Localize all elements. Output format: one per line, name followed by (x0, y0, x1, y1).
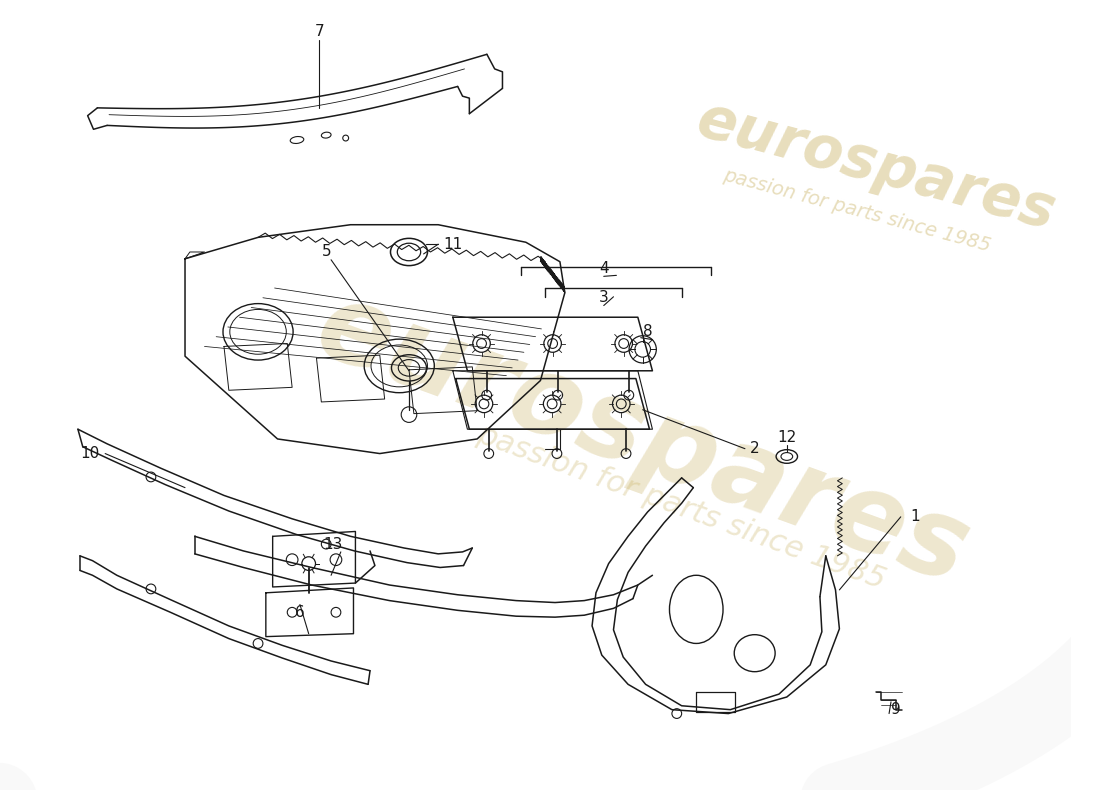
Text: eurospares: eurospares (302, 272, 982, 606)
Text: 2: 2 (750, 441, 759, 456)
Text: 3: 3 (598, 290, 608, 306)
Text: 10: 10 (80, 446, 99, 461)
Text: 12: 12 (778, 430, 796, 445)
Text: 13: 13 (323, 537, 343, 552)
Text: 4: 4 (598, 261, 608, 276)
Text: 8: 8 (642, 324, 652, 339)
Text: eurospares: eurospares (691, 91, 1062, 242)
Text: passion for parts since 1985: passion for parts since 1985 (722, 165, 993, 255)
Text: 7: 7 (315, 25, 324, 39)
Text: 5: 5 (321, 245, 331, 259)
Text: 1: 1 (911, 510, 921, 524)
Text: 6: 6 (295, 605, 305, 620)
Text: 11: 11 (443, 237, 462, 252)
Text: 9: 9 (891, 702, 901, 717)
Text: passion for parts since 1985: passion for parts since 1985 (473, 419, 890, 594)
